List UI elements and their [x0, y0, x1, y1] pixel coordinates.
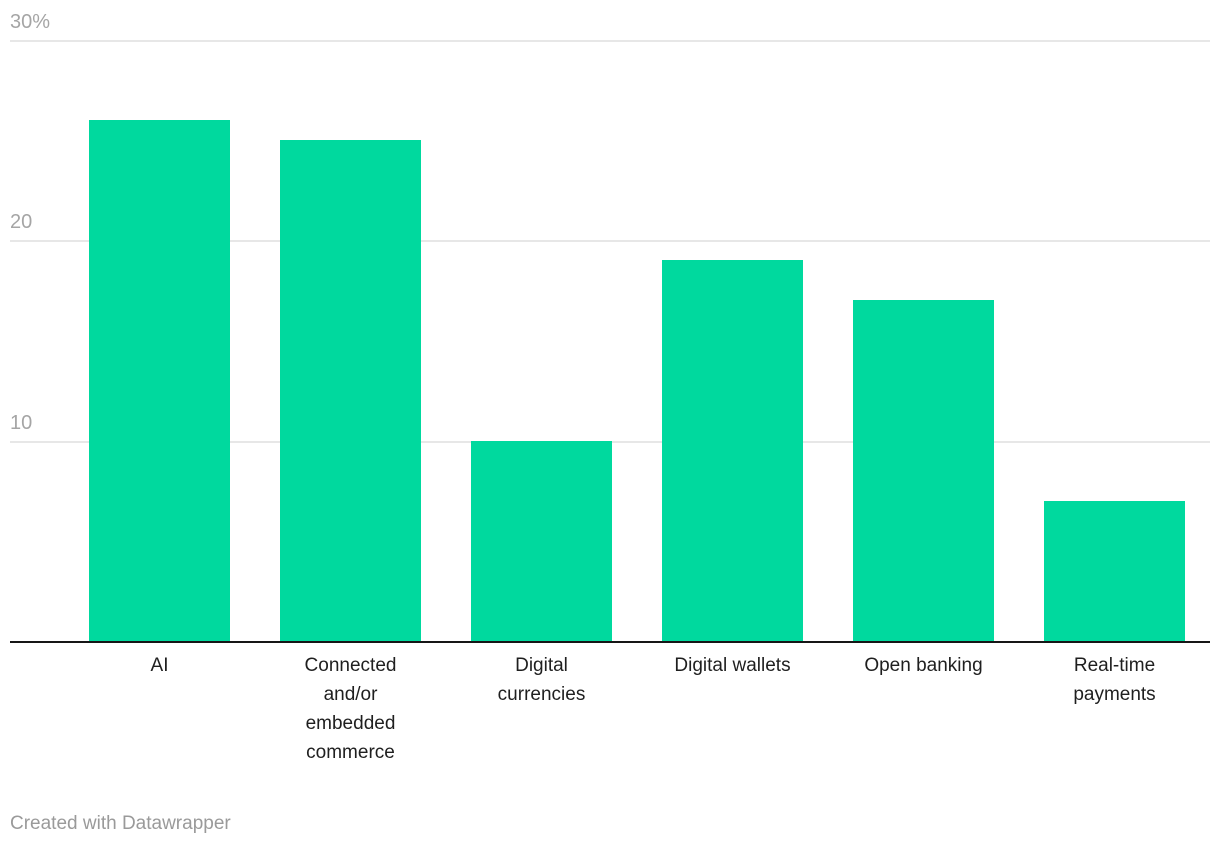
y-tick-label-20: 20 [10, 211, 33, 234]
bar-digital-wallets [662, 260, 803, 641]
gridline-30 [10, 40, 1210, 42]
y-tick-label-10: 10 [10, 411, 33, 434]
bar-connected-and-or-embedded-commerce [280, 140, 421, 641]
category-label-ai: AI [150, 655, 169, 676]
y-tick-label-30: 30% [10, 11, 51, 33]
category-label-digital-currencies: Digital currencies [497, 655, 586, 705]
bar-column [64, 0, 255, 641]
bar-digital-currencies [471, 441, 612, 641]
bar-column [446, 0, 637, 641]
bar-column [1019, 0, 1210, 641]
bar-real-time-payments [1044, 501, 1185, 641]
category-label-digital-wallets: Digital wallets [674, 655, 791, 676]
bar-column [828, 0, 1019, 641]
category-label-connected-and-or-embedded-commerce: Connected and/or embedded commerce [304, 655, 397, 763]
gridline-20 [10, 240, 1210, 243]
category-label-real-time-payments: Real-time payments [1073, 655, 1156, 705]
bars-layer [64, 0, 1210, 641]
bar-ai [89, 120, 230, 641]
datawrapper-attribution-link[interactable]: Created with Datawrapper [10, 813, 231, 834]
x-axis-line [10, 641, 1210, 643]
x-axis-category-labels: AI Connected and/or embedded commerce Digi… [64, 651, 1210, 767]
bar-open-banking [853, 300, 994, 641]
bar-column [255, 0, 446, 641]
category-label-open-banking: Open banking [864, 655, 983, 676]
bar-column [637, 0, 828, 641]
